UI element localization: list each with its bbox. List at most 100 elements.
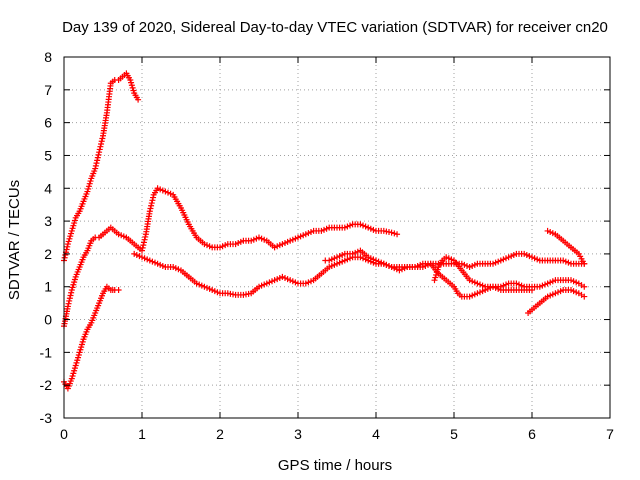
data-point: [127, 76, 134, 83]
data-marks: [61, 70, 588, 392]
data-point: [115, 287, 122, 294]
data-point: [92, 165, 99, 172]
data-point: [118, 232, 125, 239]
data-point: [70, 222, 77, 229]
data-point: [98, 138, 105, 145]
data-point: [549, 291, 556, 298]
data-point: [92, 162, 99, 169]
x-tick-label: 6: [528, 426, 536, 442]
y-tick-label: 6: [44, 115, 52, 131]
data-point: [78, 341, 85, 348]
data-point: [510, 252, 517, 259]
data-point: [71, 279, 78, 286]
data-point: [128, 79, 135, 86]
data-point: [434, 266, 441, 273]
series-track-h: [544, 227, 588, 267]
data-point: [76, 349, 83, 356]
data-point: [388, 229, 395, 236]
data-point: [68, 230, 75, 237]
data-point: [146, 208, 153, 215]
data-point: [130, 87, 137, 94]
series-track-b: [61, 185, 401, 330]
data-point: [529, 287, 535, 294]
y-tick-labels: -3 -2 -1 0 1 2 3 4 5 6 7 8: [40, 49, 53, 426]
data-point: [148, 200, 155, 207]
data-point: [149, 197, 156, 204]
data-point: [135, 96, 142, 103]
x-tick-label: 5: [450, 426, 458, 442]
y-tick-label: -2: [40, 377, 53, 393]
data-point: [431, 277, 438, 284]
data-point: [96, 149, 103, 156]
data-point: [69, 225, 76, 232]
data-point: [68, 227, 75, 234]
data-point: [63, 246, 70, 253]
data-point: [75, 351, 82, 358]
x-axis-label: GPS time / hours: [278, 457, 392, 474]
y-tick-label: 4: [44, 180, 52, 196]
y-tick-label: -1: [40, 344, 53, 360]
data-point: [140, 239, 147, 246]
data-point: [64, 241, 71, 248]
data-point: [98, 140, 105, 147]
series-track-f: [431, 254, 535, 294]
data-point: [72, 362, 79, 369]
x-tick-label: 7: [606, 426, 614, 442]
data-point: [581, 283, 588, 290]
data-point: [68, 287, 75, 294]
data-point: [96, 146, 103, 153]
data-point: [64, 243, 71, 250]
chart-title: Day 139 of 2020, Sidereal Day-to-day VTE…: [62, 19, 608, 36]
y-tick-label: 2: [44, 246, 52, 262]
data-point: [79, 338, 86, 345]
data-point: [581, 260, 588, 267]
series-track-d: [131, 250, 588, 298]
data-point: [570, 288, 577, 295]
data-point: [73, 359, 80, 366]
x-tick-label: 1: [138, 426, 146, 442]
x-tick-labels: 0 1 2 3 4 5 6 7: [60, 426, 614, 442]
series-track-g: [525, 287, 588, 316]
data-point: [69, 284, 76, 291]
data-point: [141, 236, 148, 243]
data-point: [95, 151, 102, 158]
data-point: [139, 244, 146, 251]
y-tick-label: 1: [44, 279, 52, 295]
y-tick-label: 8: [44, 49, 52, 65]
data-point: [68, 289, 75, 296]
data-point: [78, 344, 85, 351]
data-point: [71, 276, 78, 283]
data-point: [432, 274, 439, 281]
data-point: [66, 295, 73, 302]
data-point: [391, 230, 398, 237]
data-point: [140, 242, 147, 249]
data-point: [67, 292, 74, 299]
data-point: [544, 293, 551, 300]
data-point: [394, 231, 401, 238]
data-point: [544, 227, 551, 234]
x-tick-label: 3: [294, 426, 302, 442]
data-point: [85, 183, 92, 190]
data-point: [142, 233, 149, 240]
y-tick-label: 0: [44, 312, 52, 328]
data-point: [94, 154, 101, 161]
data-point: [128, 82, 135, 89]
data-point: [531, 255, 538, 262]
data-point: [87, 178, 94, 185]
y-tick-label: 3: [44, 213, 52, 229]
data-point: [66, 297, 73, 304]
data-point: [147, 205, 154, 212]
data-point: [433, 271, 440, 278]
x-tick-label: 2: [216, 426, 224, 442]
data-point: [64, 303, 71, 310]
data-point: [77, 346, 84, 353]
data-point: [99, 135, 106, 142]
data-point: [69, 372, 76, 379]
series-track-a: [61, 70, 142, 264]
data-point: [523, 252, 530, 259]
x-tick-label: 4: [372, 426, 380, 442]
data-point: [70, 370, 77, 377]
data-point: [70, 281, 77, 288]
series-track-c: [61, 283, 122, 392]
